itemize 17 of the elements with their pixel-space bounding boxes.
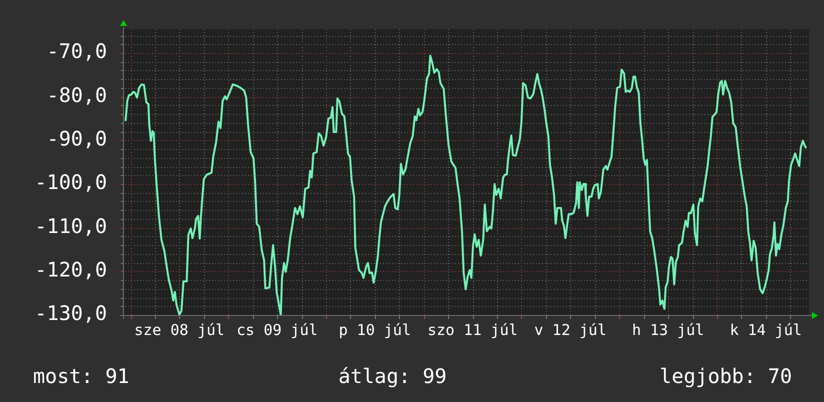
x-tick-label: szo 11 júl <box>427 320 518 339</box>
x-tick-label: cs 09 júl <box>236 320 318 339</box>
x-tick-label: p 10 júl <box>338 320 411 339</box>
text: legjobb: 70 <box>660 364 792 388</box>
x-tick-label: k 14 júl <box>730 320 802 339</box>
y-tick-label: -110,0 <box>34 214 107 238</box>
y-tick-label: -120,0 <box>34 258 107 282</box>
text: átlag: 99 <box>338 364 447 388</box>
text: most: 91 <box>33 364 130 388</box>
x-tick-label: sze 08 júl <box>134 320 225 339</box>
y-tick-label: -90,0 <box>46 126 107 151</box>
x-tick-label: h 13 júl <box>632 320 704 339</box>
y-tick-label: -70,0 <box>46 39 107 64</box>
x-tick-label: v 12 júl <box>534 320 606 339</box>
y-tick-label: -100,0 <box>34 170 107 194</box>
y-tick-label: -80,0 <box>46 82 107 107</box>
y-tick-label: -130,0 <box>34 301 107 326</box>
